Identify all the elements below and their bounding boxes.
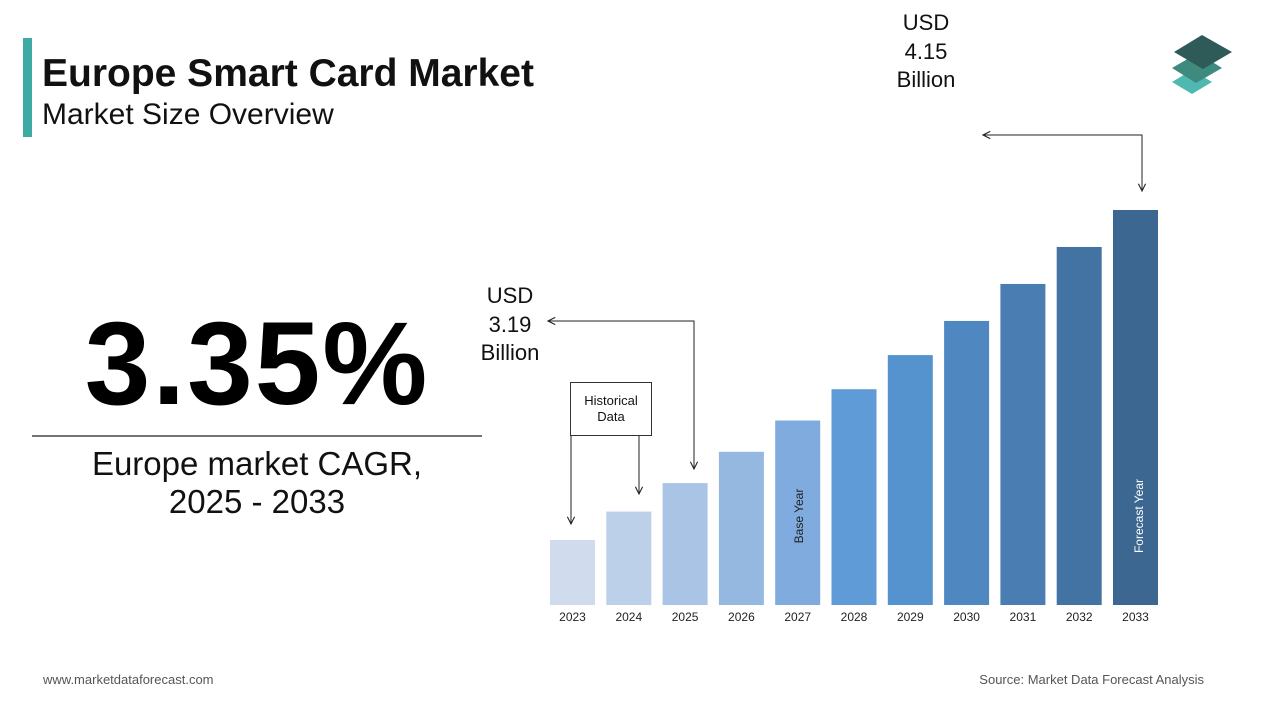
cagr-value: 3.35%	[84, 298, 430, 430]
accent-bar	[23, 38, 32, 137]
arrow	[983, 135, 1142, 191]
x-tick-label: 2033	[1122, 610, 1149, 624]
x-tick-label: 2024	[615, 610, 642, 624]
value-label: USD 3.19 Billion	[480, 283, 540, 366]
value-label: USD 4.15 Billion	[896, 10, 956, 92]
x-tick-label: 2025	[672, 610, 699, 624]
subtitle: Market Size Overview	[42, 98, 334, 131]
bar	[887, 355, 933, 605]
arrow	[548, 321, 694, 469]
x-tick-label: 2023	[559, 610, 586, 624]
website: www.marketdataforecast.com	[43, 672, 214, 687]
source: Source: Market Data Forecast Analysis	[979, 672, 1204, 687]
bar	[550, 540, 595, 605]
bar	[1113, 210, 1158, 605]
base-year-label: Base Year	[792, 489, 806, 544]
x-tick-label: 2030	[953, 610, 980, 624]
bar	[1000, 283, 1046, 605]
bar	[606, 511, 652, 605]
bars: 2023 2024 2025 2026 2027 2028 2029 2030 2031 2032…	[550, 210, 1158, 624]
bar	[944, 320, 990, 605]
forecast-year-label: Forecast Year	[1132, 479, 1146, 553]
x-tick-label: 2026	[728, 610, 755, 624]
title: Europe Smart Card Market	[42, 52, 534, 95]
bar	[1056, 246, 1102, 605]
x-tick-label: 2032	[1066, 610, 1093, 624]
x-tick-label: 2028	[841, 610, 868, 624]
x-tick-label: 2029	[897, 610, 924, 624]
historical-box: Historical Data	[570, 382, 652, 436]
bar	[662, 483, 708, 605]
bar	[831, 389, 877, 605]
cagr-label: Europe market CAGR, 2025 - 2033	[91, 445, 423, 520]
logo	[1172, 35, 1232, 94]
bar	[718, 451, 764, 605]
bar	[775, 420, 821, 605]
x-tick-label: 2027	[784, 610, 811, 624]
x-tick-label: 2031	[1010, 610, 1037, 624]
